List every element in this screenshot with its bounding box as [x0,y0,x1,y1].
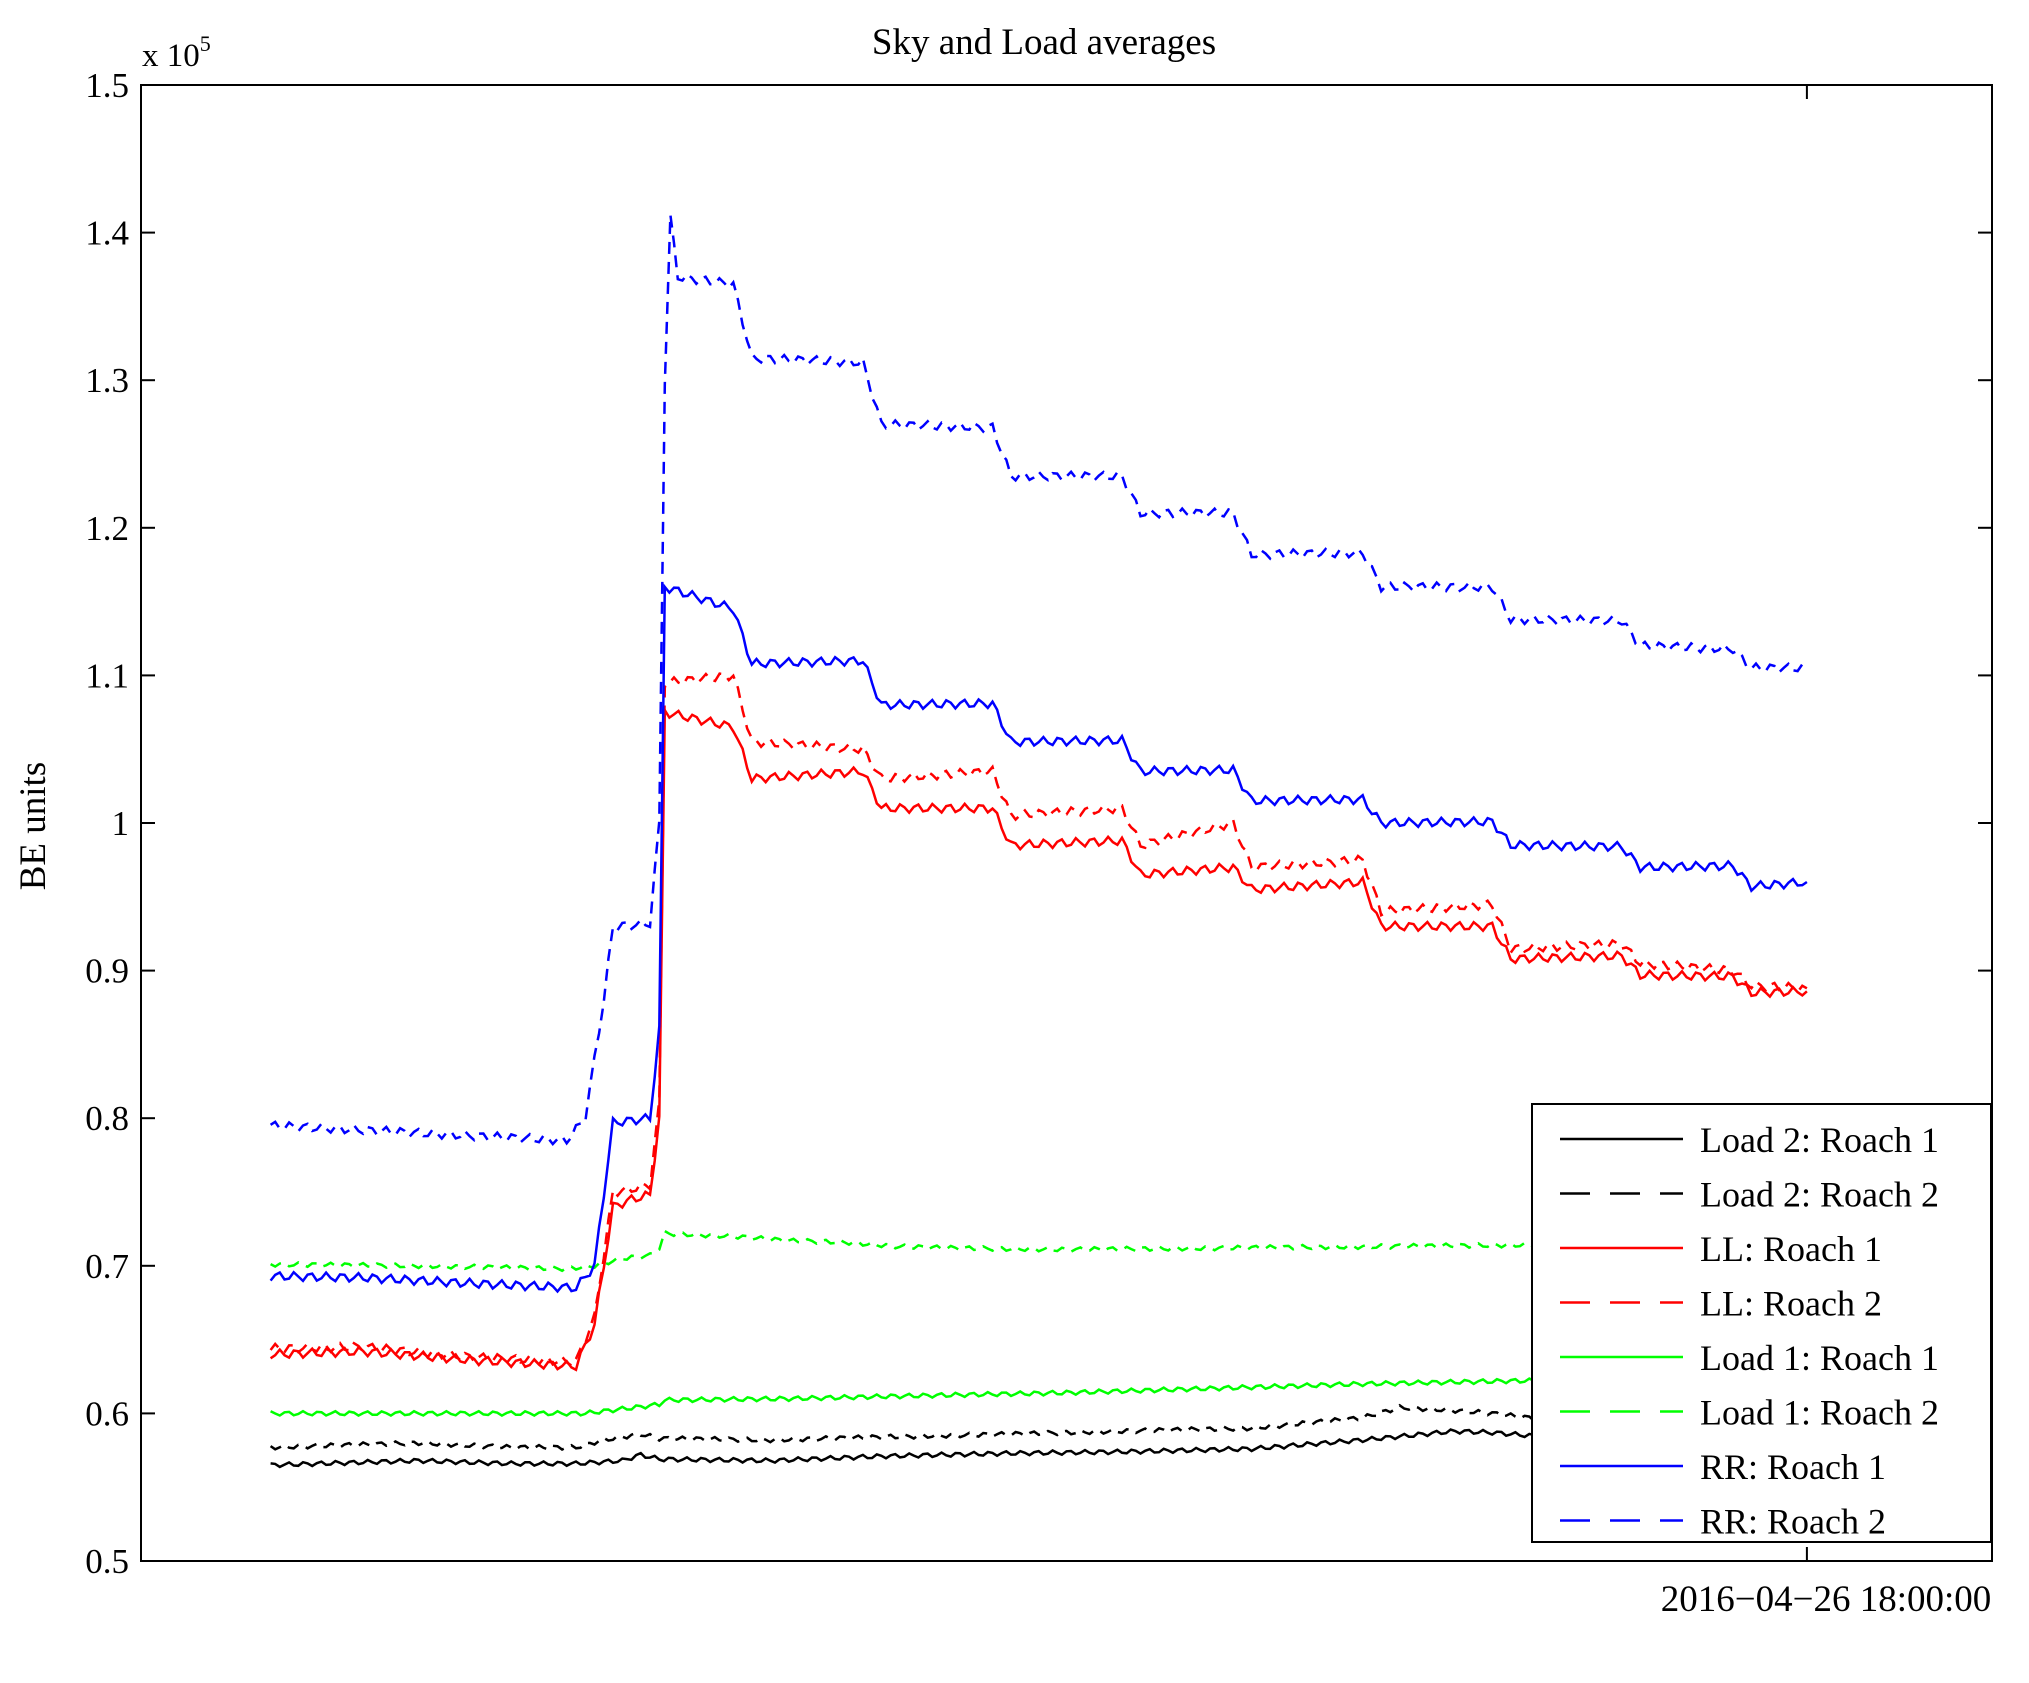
series-line-rr-roach-1 [269,583,1808,1294]
y-tick-label: 1 [112,804,130,843]
series-line-ll-roach-1 [269,705,1808,1372]
y-tick-label: 0.6 [85,1394,129,1433]
legend-label: RR: Roach 2 [1700,1502,1886,1542]
y-tick-label: 1.5 [85,66,129,105]
y-tick-label: 0.9 [85,952,129,991]
y-tick-label: 0.5 [85,1542,129,1581]
legend-label: Load 2: Roach 1 [1700,1120,1939,1160]
y-axis-label: BE units [13,762,54,891]
y-tick-label: 0.8 [85,1099,129,1138]
series-line-ll-roach-2 [269,672,1808,1368]
y-axis: 0.5 0.6 0.7 0.8 0.9 1 1.1 1.2 1.3 1.4 1.5 [85,66,1992,1581]
legend-box [1531,1103,1992,1543]
legend-label: LL: Roach 1 [1700,1229,1882,1269]
x-axis-label: 2016−04−26 18:00:00 [1661,1579,1992,1620]
y-exponent-power: 5 [200,31,211,56]
y-exponent-label: x 105 [142,31,211,74]
series-line-load-2-roach-2 [269,1403,1808,1451]
plot-area-frame [140,84,1993,1562]
y-exponent-base: x 10 [142,38,200,74]
y-tick-label: 0.7 [85,1247,129,1286]
y-tick-label: 1.3 [85,361,129,400]
chart-title: Sky and Load averages [872,22,1216,63]
legend-label: Load 1: Roach 1 [1700,1338,1939,1378]
legend-label: Load 2: Roach 2 [1700,1175,1939,1215]
legend-label: RR: Roach 1 [1700,1447,1886,1487]
y-tick-label: 1.1 [85,656,129,695]
y-tick-label: 1.2 [85,509,129,548]
legend-label: LL: Roach 2 [1700,1284,1882,1324]
series-line-rr-roach-2 [269,214,1808,1147]
legend-label: Load 1: Roach 2 [1700,1393,1939,1433]
legend: Load 2: Roach 1 Load 2: Roach 2 LL: Roach … [1531,1103,1992,1543]
y-tick-label: 1.4 [85,214,129,253]
